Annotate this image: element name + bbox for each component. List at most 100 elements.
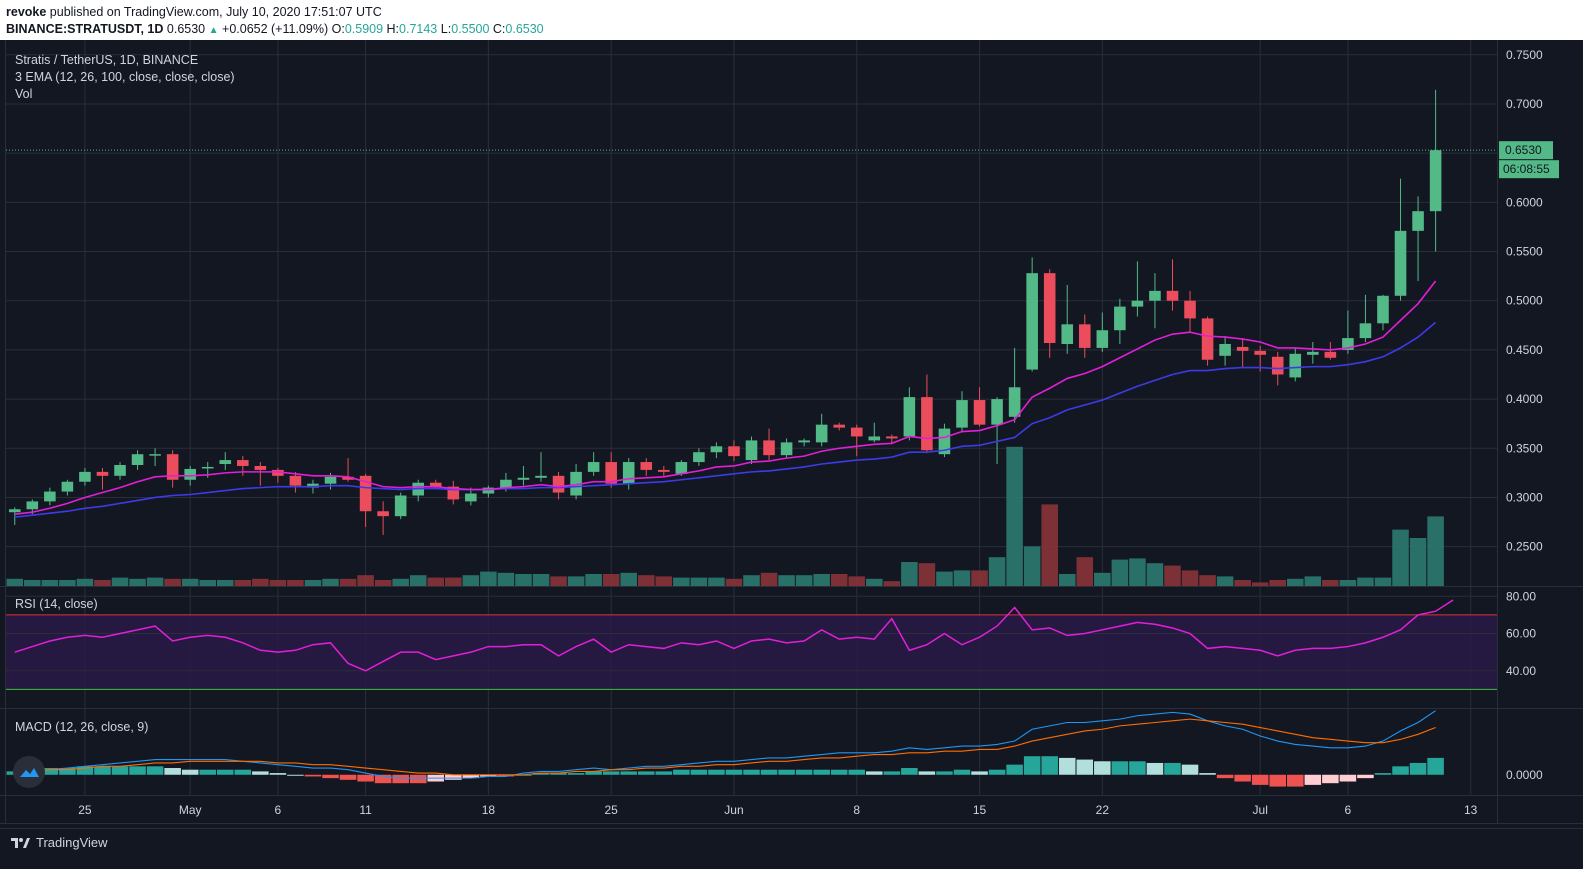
macd-histogram-bar — [971, 771, 988, 775]
candle-body — [1131, 300, 1144, 307]
brand-name: TradingView — [36, 835, 108, 850]
volume-bar — [988, 557, 1006, 586]
candle-body — [219, 460, 232, 465]
macd-histogram-bar — [1006, 764, 1023, 775]
volume-bar — [953, 570, 971, 586]
candle-body — [1324, 351, 1337, 358]
candle-body — [1008, 387, 1021, 417]
macd-histogram-bar — [813, 769, 830, 775]
macd-histogram-bar — [866, 771, 883, 775]
volume-bar — [1304, 576, 1322, 586]
volume-bar — [813, 574, 830, 586]
volume-bar — [374, 580, 392, 586]
candle-body — [903, 397, 916, 437]
candlesticks — [8, 89, 1442, 535]
macd-histogram-bar — [550, 773, 567, 775]
user-avatar-icon[interactable] — [13, 756, 45, 788]
volume-bar — [795, 575, 813, 586]
volume-bar — [322, 578, 339, 586]
macd-histogram-bar — [1199, 773, 1216, 775]
candle-body — [991, 399, 1003, 425]
volume-bar — [620, 572, 637, 586]
volume-bar — [1181, 570, 1199, 586]
chart-canvas[interactable]: 25 May 6 11 18 25 Jun 8 15 22 Jul 6 13 0.2500 0.3000 0.… — [0, 40, 1583, 828]
macd-histogram-bar — [1146, 762, 1164, 775]
rsi-legend[interactable]: RSI (14, close) — [15, 597, 98, 611]
candle-body — [149, 454, 161, 456]
candle-body — [1429, 150, 1442, 212]
candle-body — [1026, 273, 1038, 370]
macd-histogram-bar — [637, 771, 655, 775]
macd-histogram-bar — [708, 769, 725, 775]
candle-body — [500, 479, 512, 488]
macd-histogram-bar — [1409, 762, 1427, 775]
macd-histogram-bar — [1094, 761, 1111, 775]
candle-body — [482, 487, 495, 494]
macd-histogram-bar — [848, 769, 866, 775]
grid-lines — [0, 40, 1583, 824]
macd-tick-label: 0.0000 — [1506, 768, 1543, 782]
y-tick-label: 0.5000 — [1506, 294, 1543, 308]
candle-body — [1114, 306, 1126, 331]
volume-bar — [655, 576, 673, 586]
volume-bar — [1216, 576, 1234, 586]
last-price-tag-text: 0.6530 — [1505, 143, 1542, 157]
macd-line — [14, 710, 1436, 779]
candle-body — [921, 397, 933, 451]
rsi-line — [14, 599, 1454, 672]
countdown-tag-text: 06:08:55 — [1503, 162, 1550, 176]
close-value: 0.6530 — [505, 22, 544, 36]
volume-bar — [392, 578, 409, 586]
y-tick-label: 0.5500 — [1506, 245, 1543, 259]
volume-bar — [1427, 516, 1444, 586]
tradingview-logo[interactable]: TradingView — [10, 835, 108, 850]
symbol-summary: BINANCE:STRATUSDT, 1D 0.6530 ▲ +0.0652 (… — [6, 22, 544, 36]
macd-histogram-bar — [129, 766, 146, 775]
candle-body — [780, 442, 793, 456]
volume-bar — [515, 574, 532, 586]
open-value: 0.5909 — [344, 22, 384, 36]
candle-body — [570, 471, 582, 496]
volume-bar — [1111, 559, 1129, 586]
volume-bar — [357, 575, 374, 586]
volume-bar — [830, 574, 848, 586]
candle-body — [622, 462, 635, 484]
candle-body — [938, 428, 951, 455]
rsi-tick-label: 40.00 — [1506, 664, 1536, 678]
vol-legend[interactable]: Vol — [15, 87, 33, 101]
x-tick-label: 25 — [604, 803, 618, 817]
volume-bar — [1129, 558, 1146, 586]
candle-body — [1289, 353, 1302, 378]
macd-histogram-bar — [1129, 761, 1146, 775]
ema-legend[interactable]: 3 EMA (12, 26, 100, close, close, close) — [15, 70, 235, 84]
macd-histogram-bar — [936, 771, 953, 775]
macd-histogram-bar — [1111, 761, 1129, 775]
close-label: C: — [492, 22, 506, 36]
volume-bar — [480, 571, 497, 586]
x-tick-label: May — [179, 803, 202, 817]
volume-bar — [673, 577, 690, 586]
macd-histogram-bar — [760, 769, 778, 775]
volume-bar — [760, 572, 778, 586]
volume-bar — [1023, 546, 1041, 586]
volume-bar — [1094, 572, 1111, 586]
macd-histogram-bar — [480, 774, 497, 777]
candle-body — [8, 509, 21, 513]
candle-body — [956, 400, 968, 428]
main-legend[interactable]: Stratis / TetherUS, 1D, BINANCE — [15, 53, 199, 67]
price-tags: 0.6530 06:08:55 — [6, 141, 1559, 179]
author-name[interactable]: revoke — [6, 5, 47, 19]
macd-legend[interactable]: MACD (12, 26, close, 9) — [15, 720, 149, 734]
volume-bar — [304, 580, 322, 586]
candle-body — [745, 440, 758, 461]
macd-histogram-bar — [1339, 774, 1357, 782]
macd-histogram-bar — [655, 771, 673, 775]
candle-body — [815, 424, 828, 443]
macd-histogram-bar — [778, 769, 795, 775]
volume-bar — [1409, 538, 1427, 586]
candle-body — [1271, 356, 1284, 375]
candle-body — [1061, 324, 1074, 344]
x-tick-label: 11 — [359, 803, 372, 817]
volume-bar — [146, 577, 164, 586]
candle-body — [44, 491, 56, 502]
